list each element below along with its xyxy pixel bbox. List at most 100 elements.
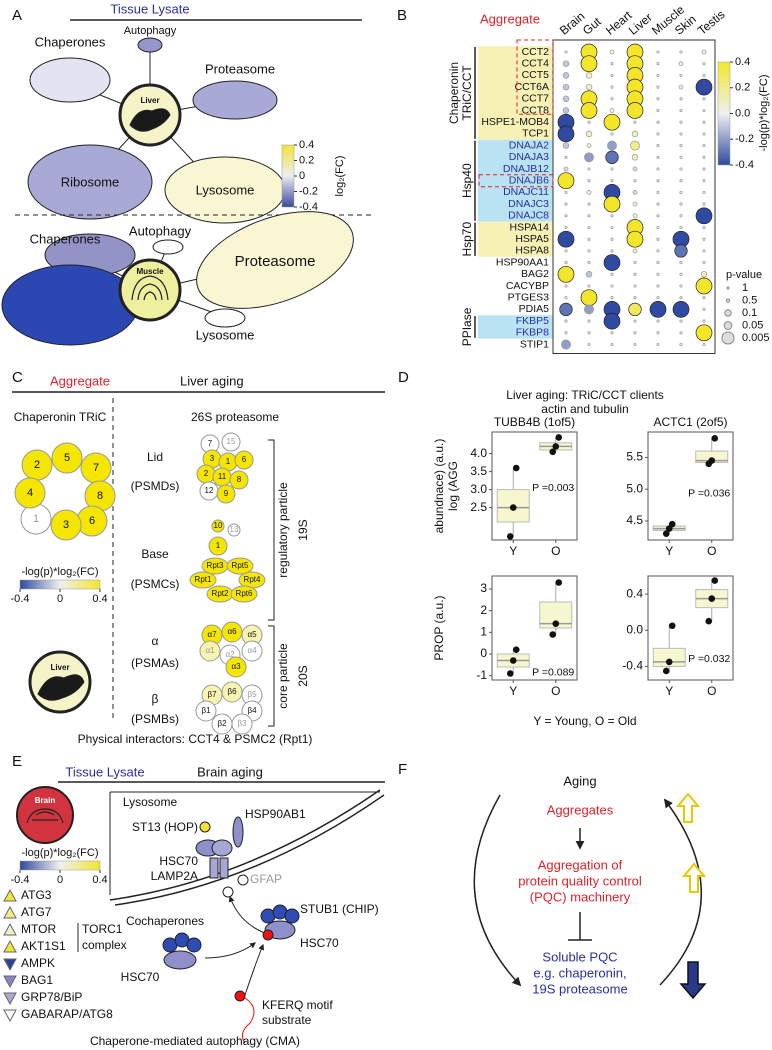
dot — [610, 225, 614, 230]
point — [705, 617, 713, 625]
subunit-label: 3 — [210, 454, 215, 463]
legend-marker — [3, 975, 17, 989]
dot — [656, 272, 660, 276]
legend-label: AMPK — [21, 956, 55, 970]
x-tick-label: Y — [665, 544, 673, 558]
subunit — [50, 509, 82, 541]
dot — [702, 237, 706, 241]
dot — [656, 296, 660, 300]
dot — [587, 342, 591, 347]
y-tick-label: 0.4 — [626, 586, 643, 600]
x-tick-label: Y — [509, 684, 517, 698]
dot — [610, 73, 614, 77]
center-label: Liver — [50, 663, 69, 672]
colorbar — [19, 860, 101, 871]
subunit-label: Rpt1 — [195, 575, 212, 584]
subunit — [241, 640, 263, 662]
dot — [562, 107, 570, 114]
point — [711, 435, 719, 442]
x-tick-label: O — [551, 684, 560, 698]
subunit — [226, 557, 254, 575]
dot — [610, 331, 614, 335]
dot — [626, 230, 644, 248]
row-label: DNAJC8 — [508, 210, 549, 222]
dot — [562, 95, 570, 103]
dot — [679, 179, 683, 183]
node-label: Ribosome — [61, 174, 120, 189]
subunit — [51, 442, 83, 474]
dot — [702, 62, 706, 66]
point — [552, 620, 560, 627]
dot — [587, 261, 591, 265]
dot — [679, 284, 683, 288]
dot — [609, 49, 615, 55]
dot — [630, 140, 640, 151]
dot — [633, 272, 637, 276]
y-tick-label: 4.5 — [626, 513, 643, 527]
point — [509, 504, 517, 511]
diagram-label: Lysosome — [123, 795, 178, 809]
subunit-label: α2 — [225, 650, 235, 659]
center-label: Liver — [140, 96, 159, 105]
section-label: (PSMBs) — [131, 712, 179, 726]
row-label: CCT6A — [515, 81, 549, 93]
dot — [702, 97, 706, 101]
flow-label: protein quality control — [518, 873, 642, 888]
y-tick-label: 3.0 — [470, 482, 487, 496]
dot — [656, 190, 660, 194]
subunit-label: 8 — [97, 490, 103, 502]
legend-label: ATG3 — [21, 888, 52, 902]
node-label: Proteasome — [235, 253, 316, 270]
section-label: β — [152, 692, 159, 706]
highlight-label: Aggregate — [50, 373, 110, 388]
bracket-label: complex — [82, 938, 127, 952]
section-label: (PSMAs) — [131, 656, 179, 670]
dot — [603, 113, 621, 131]
dot — [656, 132, 660, 136]
dot — [702, 202, 706, 206]
size-legend-label: 0.005 — [742, 332, 770, 344]
dot — [587, 237, 591, 241]
subunit — [225, 656, 247, 678]
x-tick-label: O — [707, 684, 716, 698]
dot — [656, 319, 660, 323]
subunit-label: 12 — [205, 486, 214, 495]
dot — [587, 120, 591, 124]
y-axis-label: PROP (a.u.) — [432, 595, 446, 660]
diagram-label: ST13 (HOP) — [132, 820, 198, 834]
colorbar-tick-label: -0.4 — [11, 874, 30, 886]
size-legend-dot — [721, 331, 735, 345]
subunit-label: 5 — [64, 452, 70, 464]
dot — [562, 83, 570, 91]
row-label: DNAJC11 — [503, 186, 549, 198]
size-legend-label: 0.05 — [742, 319, 763, 331]
subunit-label: β1 — [201, 706, 211, 715]
row-label: CCT2 — [522, 46, 550, 58]
footer: Physical interactors: CCT4 & PSMC2 (Rpt1… — [78, 732, 313, 746]
node-label: Lysosome — [196, 182, 255, 197]
legend-label: BAG1 — [21, 973, 53, 987]
dot — [656, 120, 660, 124]
subunit — [199, 640, 221, 662]
subunit — [14, 477, 46, 509]
dot — [562, 142, 570, 149]
subunit-label: 9 — [224, 489, 229, 498]
dot — [702, 307, 706, 311]
dot — [702, 225, 706, 230]
panel-e-shapes — [16, 781, 385, 1044]
row-label: HSP90AA1 — [496, 256, 549, 268]
group-band — [478, 221, 553, 257]
dot — [656, 225, 660, 230]
dot — [584, 304, 594, 315]
point — [549, 448, 557, 456]
p-value-label: P =0.032 — [688, 653, 730, 665]
point — [506, 670, 514, 677]
row-label: DNAJB6 — [509, 174, 549, 186]
subunit — [231, 713, 253, 735]
size-legend-dot — [723, 321, 733, 330]
row-label: HSPA14 — [510, 221, 550, 233]
panel-letter: C — [12, 369, 23, 386]
colorbar-label: -log(p)*log₂(FC) — [21, 566, 98, 578]
node-label: Proteasome — [205, 61, 275, 76]
